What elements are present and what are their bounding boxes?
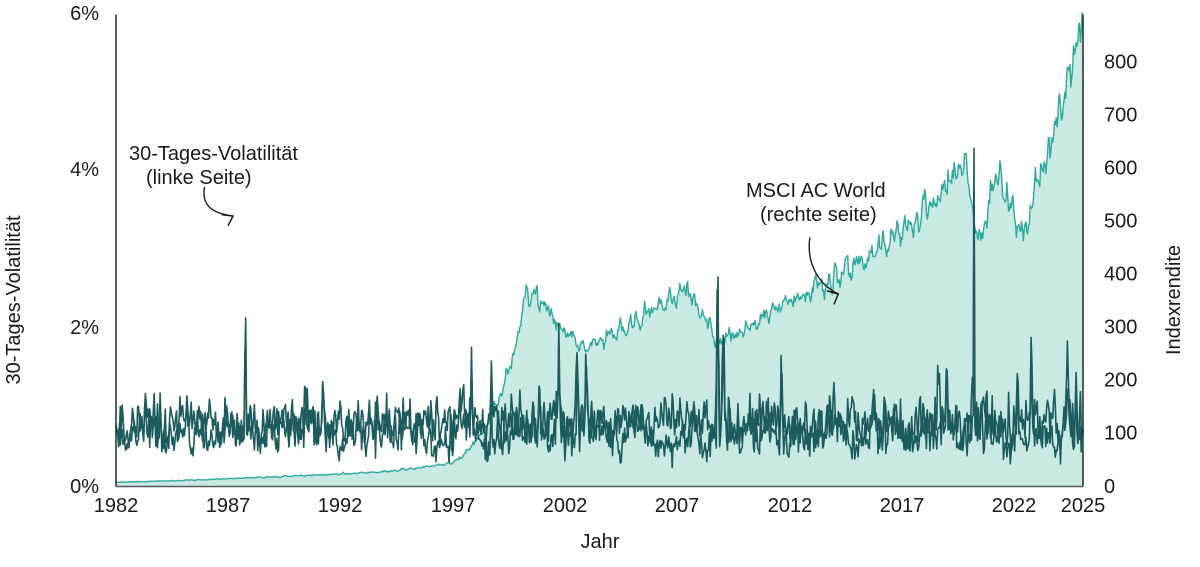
svg-text:0: 0	[1104, 476, 1115, 498]
svg-text:1982: 1982	[94, 495, 139, 517]
svg-text:(linke Seite): (linke Seite)	[146, 167, 252, 189]
svg-text:Jahr: Jahr	[581, 531, 620, 553]
svg-text:6%: 6%	[70, 3, 99, 25]
svg-text:30-Tages-Volatilität: 30-Tages-Volatilität	[129, 143, 298, 165]
svg-text:1987: 1987	[206, 495, 251, 517]
svg-text:1992: 1992	[318, 495, 363, 517]
svg-text:Indexrendite: Indexrendite	[1163, 245, 1185, 355]
svg-text:2017: 2017	[880, 495, 925, 517]
svg-text:400: 400	[1104, 264, 1137, 286]
svg-text:2022: 2022	[992, 495, 1037, 517]
svg-text:200: 200	[1104, 370, 1137, 392]
svg-text:2012: 2012	[768, 495, 813, 517]
svg-text:MSCI AC World: MSCI AC World	[746, 180, 886, 202]
svg-text:800: 800	[1104, 52, 1137, 74]
svg-text:500: 500	[1104, 211, 1137, 233]
svg-text:(rechte seite): (rechte seite)	[760, 204, 877, 226]
svg-text:700: 700	[1104, 105, 1137, 127]
svg-text:2025: 2025	[1061, 495, 1106, 517]
svg-text:600: 600	[1104, 158, 1137, 180]
svg-text:300: 300	[1104, 317, 1137, 339]
svg-text:2007: 2007	[655, 495, 700, 517]
svg-text:2%: 2%	[70, 317, 99, 339]
svg-text:4%: 4%	[70, 159, 99, 181]
svg-text:30-Tages-Volatilität: 30-Tages-Volatilität	[3, 215, 25, 384]
svg-text:1997: 1997	[431, 495, 476, 517]
svg-text:100: 100	[1104, 423, 1137, 445]
svg-text:2002: 2002	[543, 495, 588, 517]
